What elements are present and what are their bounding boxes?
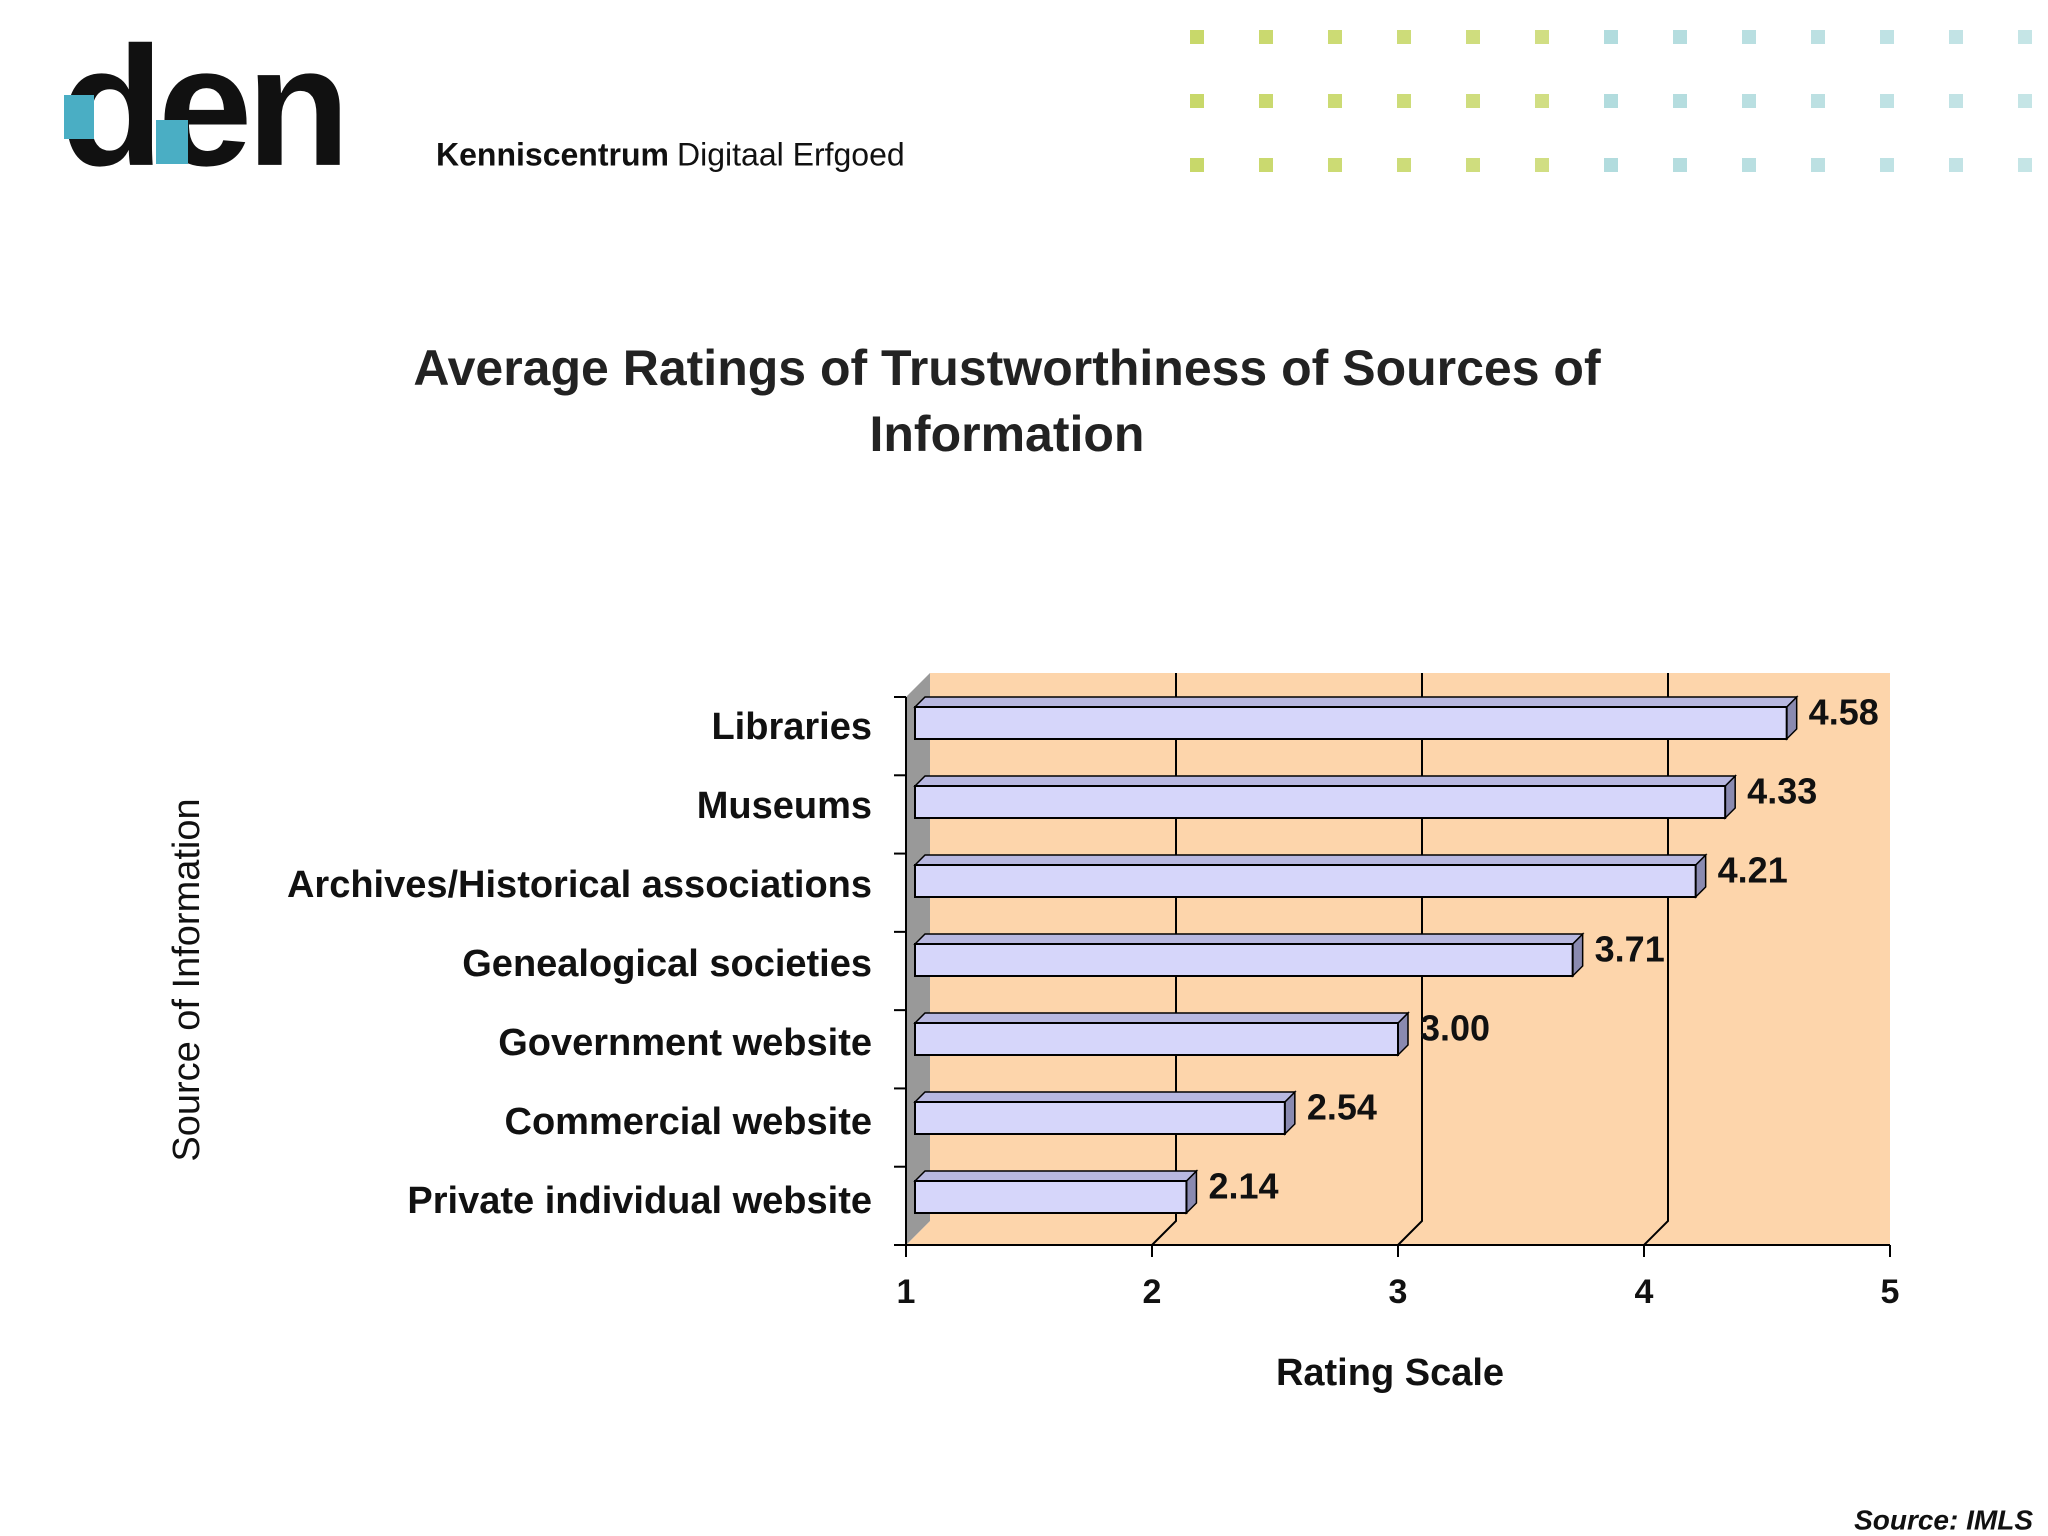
dot xyxy=(1673,158,1687,172)
dot xyxy=(1880,30,1894,44)
bar xyxy=(914,1022,1399,1056)
dot xyxy=(1742,94,1756,108)
dot xyxy=(1466,158,1480,172)
value-label: 4.21 xyxy=(1718,850,1788,891)
dot xyxy=(1397,158,1411,172)
y-tick-label: Private individual website xyxy=(407,1180,872,1222)
x-tick-label: 4 xyxy=(1635,1273,1654,1311)
dot xyxy=(1190,30,1204,44)
plot-floor xyxy=(906,1221,1890,1245)
dot xyxy=(1535,30,1549,44)
logo-square xyxy=(64,95,94,139)
bar xyxy=(914,943,1574,977)
bar-top xyxy=(913,775,1737,787)
bar-top xyxy=(913,854,1708,866)
dot xyxy=(1742,30,1756,44)
dot xyxy=(1328,94,1342,108)
dot xyxy=(1811,30,1825,44)
logo: den xyxy=(60,12,350,202)
chart-title: Average Ratings of Trustworthiness of So… xyxy=(413,340,1601,462)
dot xyxy=(1535,158,1549,172)
bar xyxy=(914,706,1788,740)
bar-top xyxy=(913,1170,1199,1182)
dot xyxy=(1604,30,1618,44)
y-tick-label: Museums xyxy=(697,785,872,827)
dot xyxy=(1742,158,1756,172)
dot xyxy=(1190,158,1204,172)
bar xyxy=(914,785,1727,819)
x-tick-label: 5 xyxy=(1881,1273,1900,1311)
dot xyxy=(1604,94,1618,108)
dot xyxy=(1949,94,1963,108)
y-tick-label: Libraries xyxy=(711,706,872,748)
dot xyxy=(1535,94,1549,108)
dot xyxy=(2018,94,2032,108)
tagline-bold: Kenniscentrum xyxy=(436,136,669,172)
x-tick-label: 3 xyxy=(1389,1273,1408,1311)
dot xyxy=(1328,158,1342,172)
dot xyxy=(1811,94,1825,108)
y-tick-label: Government website xyxy=(498,1022,872,1064)
dot xyxy=(1397,30,1411,44)
logo-text: den xyxy=(60,12,344,202)
dot xyxy=(1811,158,1825,172)
value-label: 4.58 xyxy=(1809,692,1879,733)
source-note: Source: IMLS xyxy=(1854,1504,2033,1535)
value-label: 2.14 xyxy=(1208,1166,1278,1207)
dot xyxy=(1880,94,1894,108)
dot xyxy=(1673,94,1687,108)
y-tick-label: Archives/Historical associations xyxy=(287,864,872,906)
dot xyxy=(1466,94,1480,108)
y-tick-label: Genealogical societies xyxy=(462,943,872,985)
bar-top xyxy=(913,1091,1297,1103)
decoration-dots xyxy=(1190,30,2032,172)
logo-square xyxy=(156,120,188,164)
dot xyxy=(1949,30,1963,44)
value-label: 3.71 xyxy=(1595,929,1665,970)
dot xyxy=(2018,158,2032,172)
value-label: 2.54 xyxy=(1307,1087,1377,1128)
tagline: Digitaal Erfgoed xyxy=(677,136,905,172)
x-tick-label: 1 xyxy=(897,1273,916,1311)
dot xyxy=(1949,158,1963,172)
bar-top xyxy=(913,933,1585,945)
bar xyxy=(914,864,1697,898)
dot xyxy=(2018,30,2032,44)
value-label: 3.00 xyxy=(1420,1008,1490,1049)
dot xyxy=(1259,94,1273,108)
bar-top xyxy=(913,1012,1410,1024)
dot xyxy=(1190,94,1204,108)
dot xyxy=(1880,158,1894,172)
bar xyxy=(914,1101,1286,1135)
dot xyxy=(1259,158,1273,172)
bar xyxy=(914,1180,1188,1214)
dot xyxy=(1328,30,1342,44)
y-axis-label: Source of Information xyxy=(166,798,208,1161)
dot xyxy=(1604,158,1618,172)
x-tick-label: 2 xyxy=(1143,1273,1162,1311)
dot xyxy=(1397,94,1411,108)
dot xyxy=(1466,30,1480,44)
bar-top xyxy=(913,696,1799,708)
y-tick-label: Commercial website xyxy=(505,1101,872,1143)
value-label: 4.33 xyxy=(1747,771,1817,812)
dot xyxy=(1259,30,1273,44)
x-axis-label: Rating Scale xyxy=(1276,1352,1504,1394)
dot xyxy=(1673,30,1687,44)
